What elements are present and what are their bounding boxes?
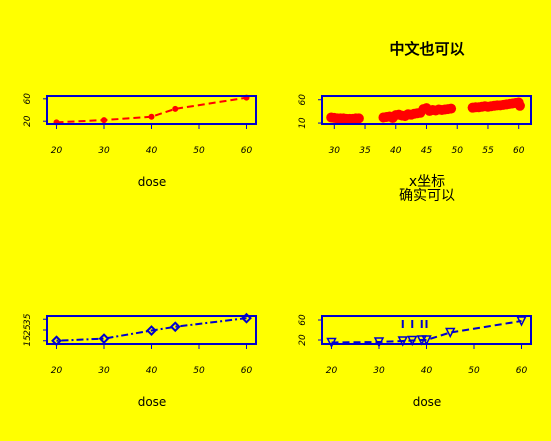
x-tick-label: 60 [513,146,525,156]
x-tick-label: 20 [51,366,63,376]
x-tick-label: 20 [326,366,338,376]
panel-1-xlabel: dose [138,175,167,189]
panel-bottom-right: 20 30 40 50 60 20 60 dose [298,314,532,409]
x-tick-label: 50 [193,366,205,376]
x-tick-label: 30 [98,366,110,376]
plot-frame [46,315,257,345]
data-point [101,117,107,124]
series-line [56,96,247,124]
x-tick-label: 55 [482,146,494,156]
data-point [98,333,110,345]
x-tick-label: 30 [98,146,110,156]
x-tick-label: 50 [452,146,464,156]
x-tick-label: 30 [373,366,385,376]
data-point [172,105,179,112]
panel-3-xlabel: dose [138,395,167,409]
x-tick-label: 40 [146,366,158,376]
data-point [148,113,155,120]
y-tick-label: 10 [298,117,308,129]
y-tick-label: 60 [298,94,308,106]
panel-top-left: 20 30 40 50 60 20 60 dose [23,93,257,189]
data-point [446,103,457,114]
x-tick-label: 30 [329,146,341,156]
y-tick-label: 20 [298,334,308,346]
x-tick-label: 20 [51,146,63,156]
data-point [421,335,432,346]
x-tick-label: 60 [241,366,253,376]
panel-2-title: 中文也可以 [389,40,464,58]
data-point [326,337,337,349]
data-point [353,113,364,124]
panel-top-right: 中文也可以 30 35 40 45 50 55 60 10 60 x坐标 确实可以 [298,40,532,204]
data-point [373,337,385,348]
y-tick-label: 25 [23,324,33,336]
y-tick-label: 60 [23,93,33,105]
y-tick-label: 20 [23,115,33,127]
panel-4-xlabel: dose [413,395,442,409]
y-tick-label: 35 [23,313,33,325]
y-tick-label: 60 [298,314,308,326]
series-line [331,320,522,344]
x-tick-label: 35 [359,146,371,156]
plot-frame [321,315,532,345]
y-tick-label: 15 [23,335,33,347]
panel-2-xlabel-line2: 确实可以 [399,188,455,204]
series-line [56,317,247,342]
data-point [445,327,456,339]
data-point [407,335,418,347]
x-tick-label: 40 [421,366,433,376]
x-tick-label: 60 [516,366,528,376]
plot-frame [321,95,532,125]
x-tick-label: 50 [193,146,205,156]
x-tick-label: 45 [421,146,433,156]
data-point [169,321,181,333]
plot-frame [46,95,257,125]
x-tick-label: 40 [390,146,402,156]
data-point [514,100,525,111]
data-point [146,325,157,336]
x-tick-label: 60 [241,146,253,156]
panel-2-xlabel: x坐标 [409,174,445,190]
x-tick-label: 50 [468,366,480,376]
data-point [397,336,408,347]
x-tick-label: 40 [146,146,158,156]
